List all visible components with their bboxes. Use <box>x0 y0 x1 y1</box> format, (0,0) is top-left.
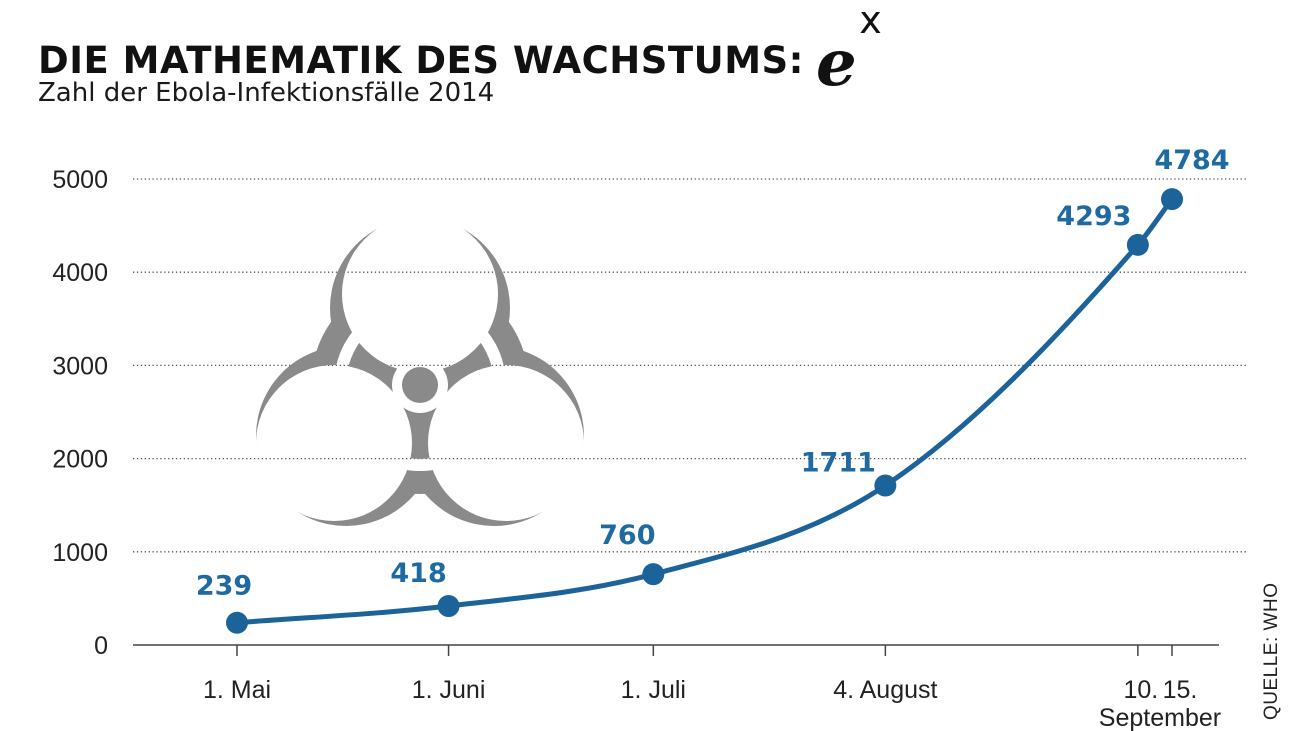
x-axis-labels: 1. Mai 1. Juni 1. Juli 4. August 10. 15.Septe… <box>203 676 1221 731</box>
y-tick-label: 2000 <box>52 446 108 474</box>
y-tick-label: 0 <box>94 632 108 660</box>
y-tick-label: 3000 <box>52 352 108 380</box>
x-tick-label: 1. Mai <box>203 676 271 704</box>
data-points <box>226 188 1183 634</box>
x-axis <box>133 644 1219 656</box>
data-label: 4784 <box>1154 145 1229 176</box>
x-tick-label: 1. Juli <box>621 676 686 704</box>
formula-exponent: x <box>859 0 883 42</box>
data-point <box>642 563 665 586</box>
x-tick-label: 10. <box>1123 676 1158 704</box>
data-point <box>874 474 897 497</box>
data-label: 1711 <box>801 448 876 479</box>
title-text: DIE MATHEMATIK DES WACHSTUMS: <box>38 39 804 82</box>
grid-lines <box>133 178 1247 553</box>
data-label: 760 <box>599 520 655 551</box>
chart-subtitle: Zahl der Ebola-Infektionsfälle 2014 <box>38 78 495 108</box>
data-point <box>437 595 460 618</box>
series-line <box>234 196 1175 626</box>
y-tick-label: 5000 <box>52 166 108 194</box>
data-point <box>1126 233 1149 256</box>
data-point <box>1161 188 1183 211</box>
biohazard-icon <box>256 218 584 526</box>
y-axis-labels: 0 1000 2000 3000 4000 5000 <box>52 166 108 660</box>
chart-title: DIE MATHEMATIK DES WACHSTUMS: ex <box>38 0 882 101</box>
formula-base: e <box>815 26 858 101</box>
y-tick-label: 1000 <box>52 539 108 567</box>
x-tick-label: 4. August <box>833 676 937 704</box>
source-note: QUELLE: WHO <box>1261 583 1282 720</box>
data-labels: 239 418 760 1711 4293 4784 <box>196 145 1230 602</box>
exponential-formula: ex <box>815 0 882 101</box>
data-label: 418 <box>390 558 446 589</box>
data-label: 239 <box>196 571 252 602</box>
x-tick-label: 1. Juni <box>412 676 486 704</box>
data-label: 4293 <box>1056 201 1131 232</box>
y-tick-label: 4000 <box>52 259 108 287</box>
x-tick-label: 15. <box>1163 676 1198 704</box>
data-point <box>226 611 248 634</box>
x-group-label: September <box>1099 704 1221 731</box>
